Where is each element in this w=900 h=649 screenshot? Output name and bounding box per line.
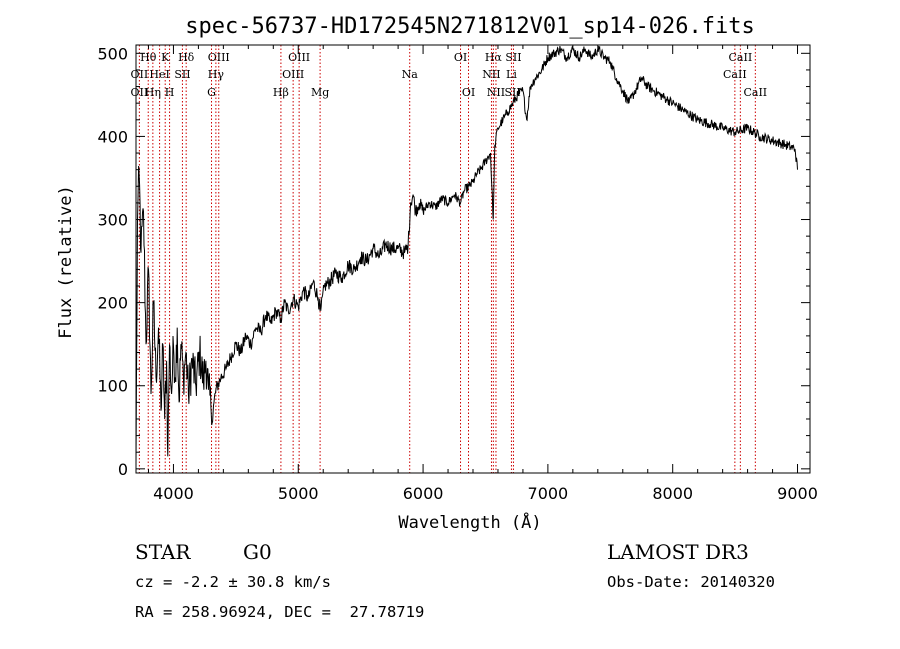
x-tick-label: 8000 [652,484,693,503]
x-tick-label: 5000 [278,484,319,503]
spectral-line-label: H [165,86,175,99]
y-tick-label: 200 [97,294,128,313]
y-tick-label: 500 [97,44,128,63]
x-axis-title: Wavelength (Å) [398,511,541,533]
spectral-line-label: OIII [288,51,310,64]
spectral-line-label: OII [131,68,149,81]
spectral-line-label: Hδ [178,51,195,64]
coordinates-line: RA = 258.96924, DEC = 27.78719 [135,603,425,621]
spectral-line-label: SII [174,68,190,81]
spectral-line-label: OI [454,51,467,64]
spectral-line-label: CaII [743,86,767,99]
spectral-line-label: Hθ [140,51,157,64]
spectral-line-label: NII [487,86,505,99]
y-tick-label: 400 [97,127,128,146]
spectral-line-label: K [161,51,170,64]
spectral-line-label: Mg [311,86,329,99]
spectral-line-label: CaII [723,68,747,81]
spectral-line-label: OIII [282,68,304,81]
y-tick-label: 0 [118,460,128,479]
spectral-line-label: SII [505,51,521,64]
spectral-lines-layer: Hθ OII OII K HeI Hη H Hδ SII OIII Hγ G OIII OIII Hβ Mg N… [131,45,767,473]
chart-title: spec-56737-HD172545N271812V01_sp14-026.f… [185,14,755,39]
x-tick-label: 4000 [153,484,194,503]
spectral-line-label: G [207,86,216,99]
y-tick-label: 300 [97,211,128,230]
redshift-line: cz = -2.2 ± 30.8 km/s [135,573,331,591]
object-class: STAR [135,540,191,564]
spectral-line-label: OIII [208,51,230,64]
spectral-line-label: SII [504,86,520,99]
survey-name: LAMOST DR3 [607,540,749,564]
spectral-line-label: CaII [729,51,753,64]
obs-date-line: Obs-Date: 20140320 [607,573,775,591]
spectral-line-label: Hη [145,86,161,99]
spectral-line-label: OII [131,86,149,99]
x-tick-label: 6000 [403,484,444,503]
y-axis-title: Flux (relative) [56,185,76,339]
spectral-line-label: OI [462,86,475,99]
spectral-line-label: HeI [149,68,169,81]
plot-frame [135,44,811,474]
x-tick-label: 9000 [777,484,818,503]
axis-ticks-layer: 4000 5000 6000 7000 8000 9000 0 100 200 300 400 500 [97,44,817,503]
x-tick-label: 7000 [528,484,569,503]
spectral-line-label: NII [482,68,500,81]
spectral-line-label: Li [506,68,517,81]
spectral-line-label: Na [402,68,419,81]
y-tick-label: 100 [97,377,128,396]
flux-series-line [135,45,798,465]
series-layer [135,45,798,465]
spectral-line-label: Hα [485,51,503,64]
spectral-line-label: Hγ [208,68,225,81]
object-subclass: G0 [243,540,272,564]
spectral-line-label: Hβ [273,86,289,99]
